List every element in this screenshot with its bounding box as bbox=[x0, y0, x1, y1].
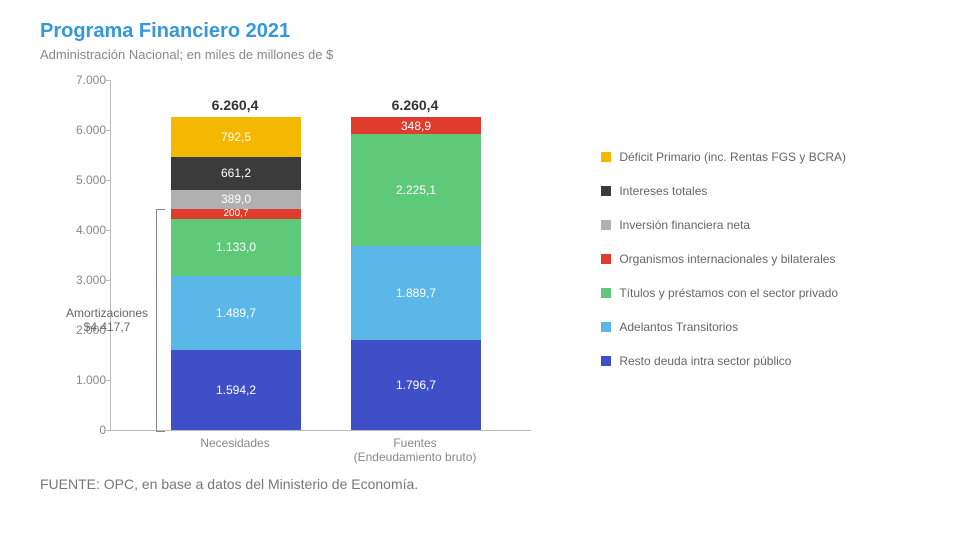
annotation-bracket bbox=[156, 209, 165, 432]
legend-swatch bbox=[601, 288, 611, 298]
legend-label: Títulos y préstamos con el sector privad… bbox=[619, 286, 838, 300]
segment-value-label: 200,7 bbox=[223, 209, 248, 219]
bar-segment-organismos: 348,9 bbox=[351, 117, 481, 134]
x-axis-label: Fuentes(Endeudamiento bruto) bbox=[335, 436, 495, 464]
legend: Déficit Primario (inc. Rentas FGS y BCRA… bbox=[601, 150, 936, 470]
y-tick-label: 6.000 bbox=[56, 123, 106, 137]
bar-segment-intereses: 661,2 bbox=[171, 157, 301, 190]
legend-label: Resto deuda intra sector público bbox=[619, 354, 791, 368]
segment-value-label: 1.796,7 bbox=[396, 379, 436, 391]
legend-item-deficit: Déficit Primario (inc. Rentas FGS y BCRA… bbox=[601, 150, 936, 164]
y-tick-label: 0 bbox=[56, 423, 106, 437]
legend-label: Adelantos Transitorios bbox=[619, 320, 738, 334]
chart: 01.0002.0003.0004.0005.0006.0007.0001.59… bbox=[50, 70, 591, 470]
chart-subtitle: Administración Nacional; en miles de mil… bbox=[40, 47, 936, 62]
bar-segment-adelantos: 1.489,7 bbox=[171, 276, 301, 350]
chart-title: Programa Financiero 2021 bbox=[40, 20, 936, 43]
legend-label: Inversión financiera neta bbox=[619, 218, 750, 232]
bar-total-label: 6.260,4 bbox=[350, 97, 480, 113]
x-axis-label: Necesidades bbox=[155, 436, 315, 450]
y-tick-label: 4.000 bbox=[56, 223, 106, 237]
segment-value-label: 792,5 bbox=[221, 131, 251, 143]
segment-value-label: 661,2 bbox=[221, 167, 251, 179]
legend-swatch bbox=[601, 152, 611, 162]
legend-label: Organismos internacionales y bilaterales bbox=[619, 252, 835, 266]
legend-label: Intereses totales bbox=[619, 184, 707, 198]
segment-value-label: 1.133,0 bbox=[216, 241, 256, 253]
segment-value-label: 1.489,7 bbox=[216, 307, 256, 319]
segment-value-label: 389,0 bbox=[221, 193, 251, 205]
legend-item-resto: Resto deuda intra sector público bbox=[601, 354, 936, 368]
y-tick-label: 1.000 bbox=[56, 373, 106, 387]
bar-segment-deficit: 792,5 bbox=[171, 117, 301, 157]
legend-swatch bbox=[601, 356, 611, 366]
legend-item-titulos: Títulos y préstamos con el sector privad… bbox=[601, 286, 936, 300]
bar-segment-resto: 1.594,2 bbox=[171, 350, 301, 430]
legend-swatch bbox=[601, 322, 611, 332]
legend-item-inversion: Inversión financiera neta bbox=[601, 218, 936, 232]
legend-swatch bbox=[601, 254, 611, 264]
annotation-label: Amortizaciones$4.417,7 bbox=[60, 306, 154, 334]
bar-total-label: 6.260,4 bbox=[170, 97, 300, 113]
segment-value-label: 1.889,7 bbox=[396, 287, 436, 299]
chart-wrap: 01.0002.0003.0004.0005.0006.0007.0001.59… bbox=[40, 70, 936, 470]
bar-segment-resto: 1.796,7 bbox=[351, 340, 481, 430]
annotation-text: Amortizaciones bbox=[60, 306, 154, 320]
bar-segment-titulos: 1.133,0 bbox=[171, 219, 301, 276]
annotation-value: $4.417,7 bbox=[60, 320, 154, 334]
bar-segment-inversion: 389,0 bbox=[171, 190, 301, 209]
legend-swatch bbox=[601, 220, 611, 230]
source-text: FUENTE: OPC, en base a datos del Ministe… bbox=[40, 476, 936, 492]
legend-item-organismos: Organismos internacionales y bilaterales bbox=[601, 252, 936, 266]
y-tick-label: 7.000 bbox=[56, 73, 106, 87]
bar-segment-organismos: 200,7 bbox=[171, 209, 301, 219]
legend-item-intereses: Intereses totales bbox=[601, 184, 936, 198]
page: Programa Financiero 2021 Administración … bbox=[0, 0, 960, 540]
bar-segment-adelantos: 1.889,7 bbox=[351, 246, 481, 340]
segment-value-label: 348,9 bbox=[401, 120, 431, 132]
legend-item-adelantos: Adelantos Transitorios bbox=[601, 320, 936, 334]
plot-area: 01.0002.0003.0004.0005.0006.0007.0001.59… bbox=[110, 80, 531, 431]
bar-segment-titulos: 2.225,1 bbox=[351, 134, 481, 245]
segment-value-label: 2.225,1 bbox=[396, 184, 436, 196]
y-tick-label: 5.000 bbox=[56, 173, 106, 187]
y-tick-label: 3.000 bbox=[56, 273, 106, 287]
legend-label: Déficit Primario (inc. Rentas FGS y BCRA… bbox=[619, 150, 846, 164]
legend-swatch bbox=[601, 186, 611, 196]
segment-value-label: 1.594,2 bbox=[216, 384, 256, 396]
